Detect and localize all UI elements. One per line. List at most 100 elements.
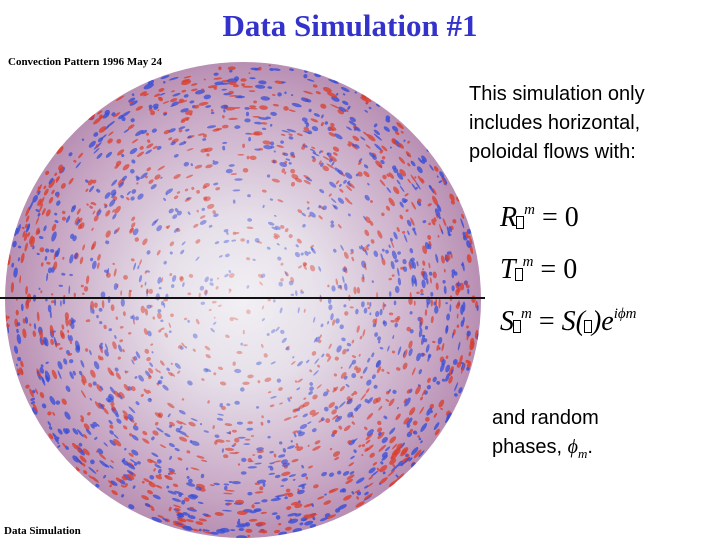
speckle (93, 215, 99, 222)
speckle (178, 518, 187, 523)
speckle (394, 322, 398, 328)
speckle (241, 83, 246, 86)
speckle (71, 442, 79, 450)
speckle (185, 128, 190, 132)
speckle (259, 281, 263, 286)
speckle (406, 431, 413, 438)
speckle (163, 81, 166, 84)
speckle (146, 289, 149, 297)
speckle (76, 208, 81, 215)
speckle (339, 385, 345, 392)
speckle (133, 319, 135, 325)
speckle (40, 364, 44, 368)
speckle (44, 370, 51, 381)
speckle (229, 69, 233, 73)
speckle (362, 131, 369, 137)
speckle (313, 484, 319, 489)
speckle (149, 397, 152, 401)
speckle (430, 292, 434, 297)
speckle (257, 273, 264, 279)
speckle (226, 403, 231, 406)
speckle (47, 421, 52, 427)
speckle (24, 223, 28, 229)
speckle (131, 93, 135, 97)
speckle (11, 262, 15, 268)
speckle (224, 273, 229, 278)
speckle (176, 512, 185, 518)
speckle (389, 237, 393, 242)
speckle (312, 445, 321, 451)
speckle (414, 176, 417, 179)
speckle (181, 342, 186, 348)
speckle (210, 531, 219, 535)
speckle (371, 280, 374, 283)
speckle (225, 489, 235, 492)
speckle (120, 194, 124, 199)
speckle (390, 260, 395, 270)
speckle (333, 430, 338, 434)
speckle (242, 381, 250, 386)
speckle (279, 441, 283, 445)
speckle (291, 173, 299, 180)
speckle (337, 284, 342, 289)
speckle (157, 468, 162, 474)
speckle (226, 231, 229, 236)
speckle (48, 426, 53, 430)
speckle (329, 127, 335, 132)
speckle (442, 218, 447, 227)
speckle (393, 186, 400, 195)
speckle (13, 267, 18, 278)
speckle (190, 83, 198, 86)
speckle (341, 337, 346, 342)
speckle (155, 484, 163, 489)
speckle (296, 408, 301, 412)
speckle (141, 480, 145, 484)
eq-superscript: m (524, 202, 535, 218)
speckle (191, 528, 200, 532)
speckle (288, 109, 296, 112)
speckle (378, 431, 382, 436)
speckle (223, 454, 229, 459)
speckle (285, 158, 291, 161)
speckle (280, 224, 285, 229)
speckle (392, 464, 395, 467)
speckle (129, 100, 133, 105)
speckle (359, 335, 363, 340)
speckle (143, 83, 155, 90)
speckle (274, 474, 281, 479)
speckle (81, 374, 87, 384)
speckle (368, 476, 373, 480)
speckle (156, 225, 163, 232)
speckle (405, 209, 409, 212)
speckle (169, 470, 174, 475)
speckle (170, 284, 175, 288)
speckle (381, 156, 386, 160)
speckle (244, 522, 251, 527)
speckle (200, 301, 205, 305)
speckle (103, 324, 107, 330)
speckle (275, 326, 280, 332)
speckle (158, 96, 162, 101)
speckle (369, 220, 374, 226)
speckle (228, 164, 235, 167)
speckle (277, 256, 282, 261)
speckle (422, 271, 428, 281)
speckle (92, 179, 97, 184)
speckle (126, 463, 136, 470)
speckle (344, 283, 348, 291)
speckle (346, 342, 352, 347)
speckle (281, 81, 286, 84)
speckle (469, 237, 473, 245)
speckle (385, 115, 391, 120)
speckle (379, 477, 388, 484)
speckle (203, 368, 209, 373)
speckle (310, 148, 315, 152)
speckle (394, 285, 400, 294)
speckle (279, 162, 288, 167)
speckle (445, 364, 451, 373)
speckle (407, 140, 410, 144)
speckle (327, 356, 332, 362)
speckle (309, 386, 314, 392)
speckle (64, 312, 70, 320)
speckle (162, 384, 169, 391)
